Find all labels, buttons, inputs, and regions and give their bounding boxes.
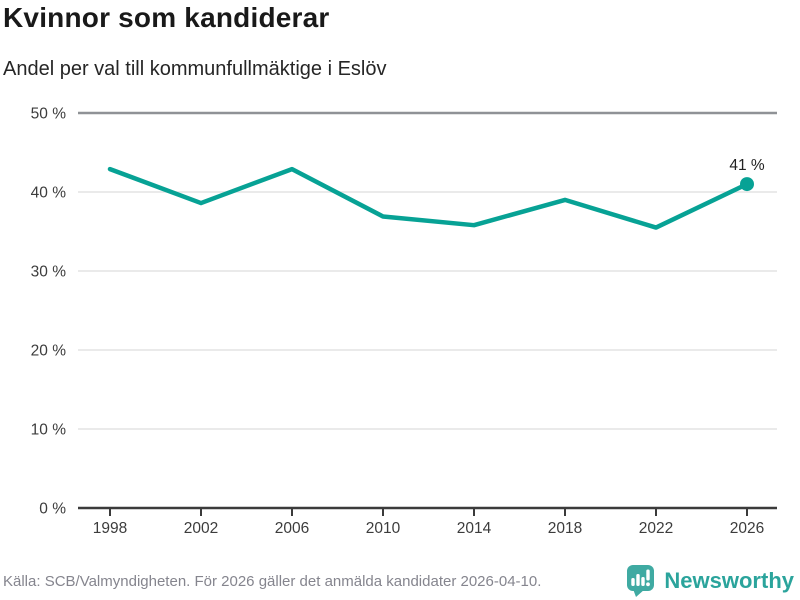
last-point-marker: [740, 177, 754, 192]
y-tick-label: 20 %: [31, 343, 67, 360]
page-title: Kvinnor som kandiderar: [3, 2, 330, 33]
y-tick-label: 50 %: [31, 106, 67, 123]
last-point-value-label: 41 %: [729, 157, 765, 174]
newsworthy-brand-link[interactable]: Newsworthy: [626, 564, 794, 598]
x-tick-label: 2018: [548, 520, 582, 537]
y-tick-label: 40 %: [31, 185, 67, 202]
x-tick-label: 1998: [93, 520, 127, 537]
x-tick-label: 2014: [457, 520, 492, 537]
x-tick-label: 2022: [639, 520, 673, 537]
brand-name: Newsworthy: [664, 568, 794, 593]
y-tick-label: 10 %: [31, 422, 67, 439]
chart-subtitle: Andel per val till kommunfullmäktige i E…: [3, 58, 387, 80]
y-tick-label: 30 %: [31, 264, 67, 281]
x-tick-label: 2026: [730, 520, 764, 537]
bar-chart-speech-bubble-icon: [627, 565, 655, 597]
x-tick-label: 2002: [184, 520, 218, 537]
x-tick-label: 2010: [366, 520, 401, 537]
chart-footer: Källa: SCB/Valmyndigheten. För 2026 gäll…: [3, 562, 794, 600]
data-line: [107, 166, 750, 230]
source-note: Källa: SCB/Valmyndigheten. För 2026 gäll…: [3, 572, 542, 590]
y-tick-label: 0 %: [39, 501, 66, 518]
x-tick-label: 2006: [275, 520, 309, 537]
